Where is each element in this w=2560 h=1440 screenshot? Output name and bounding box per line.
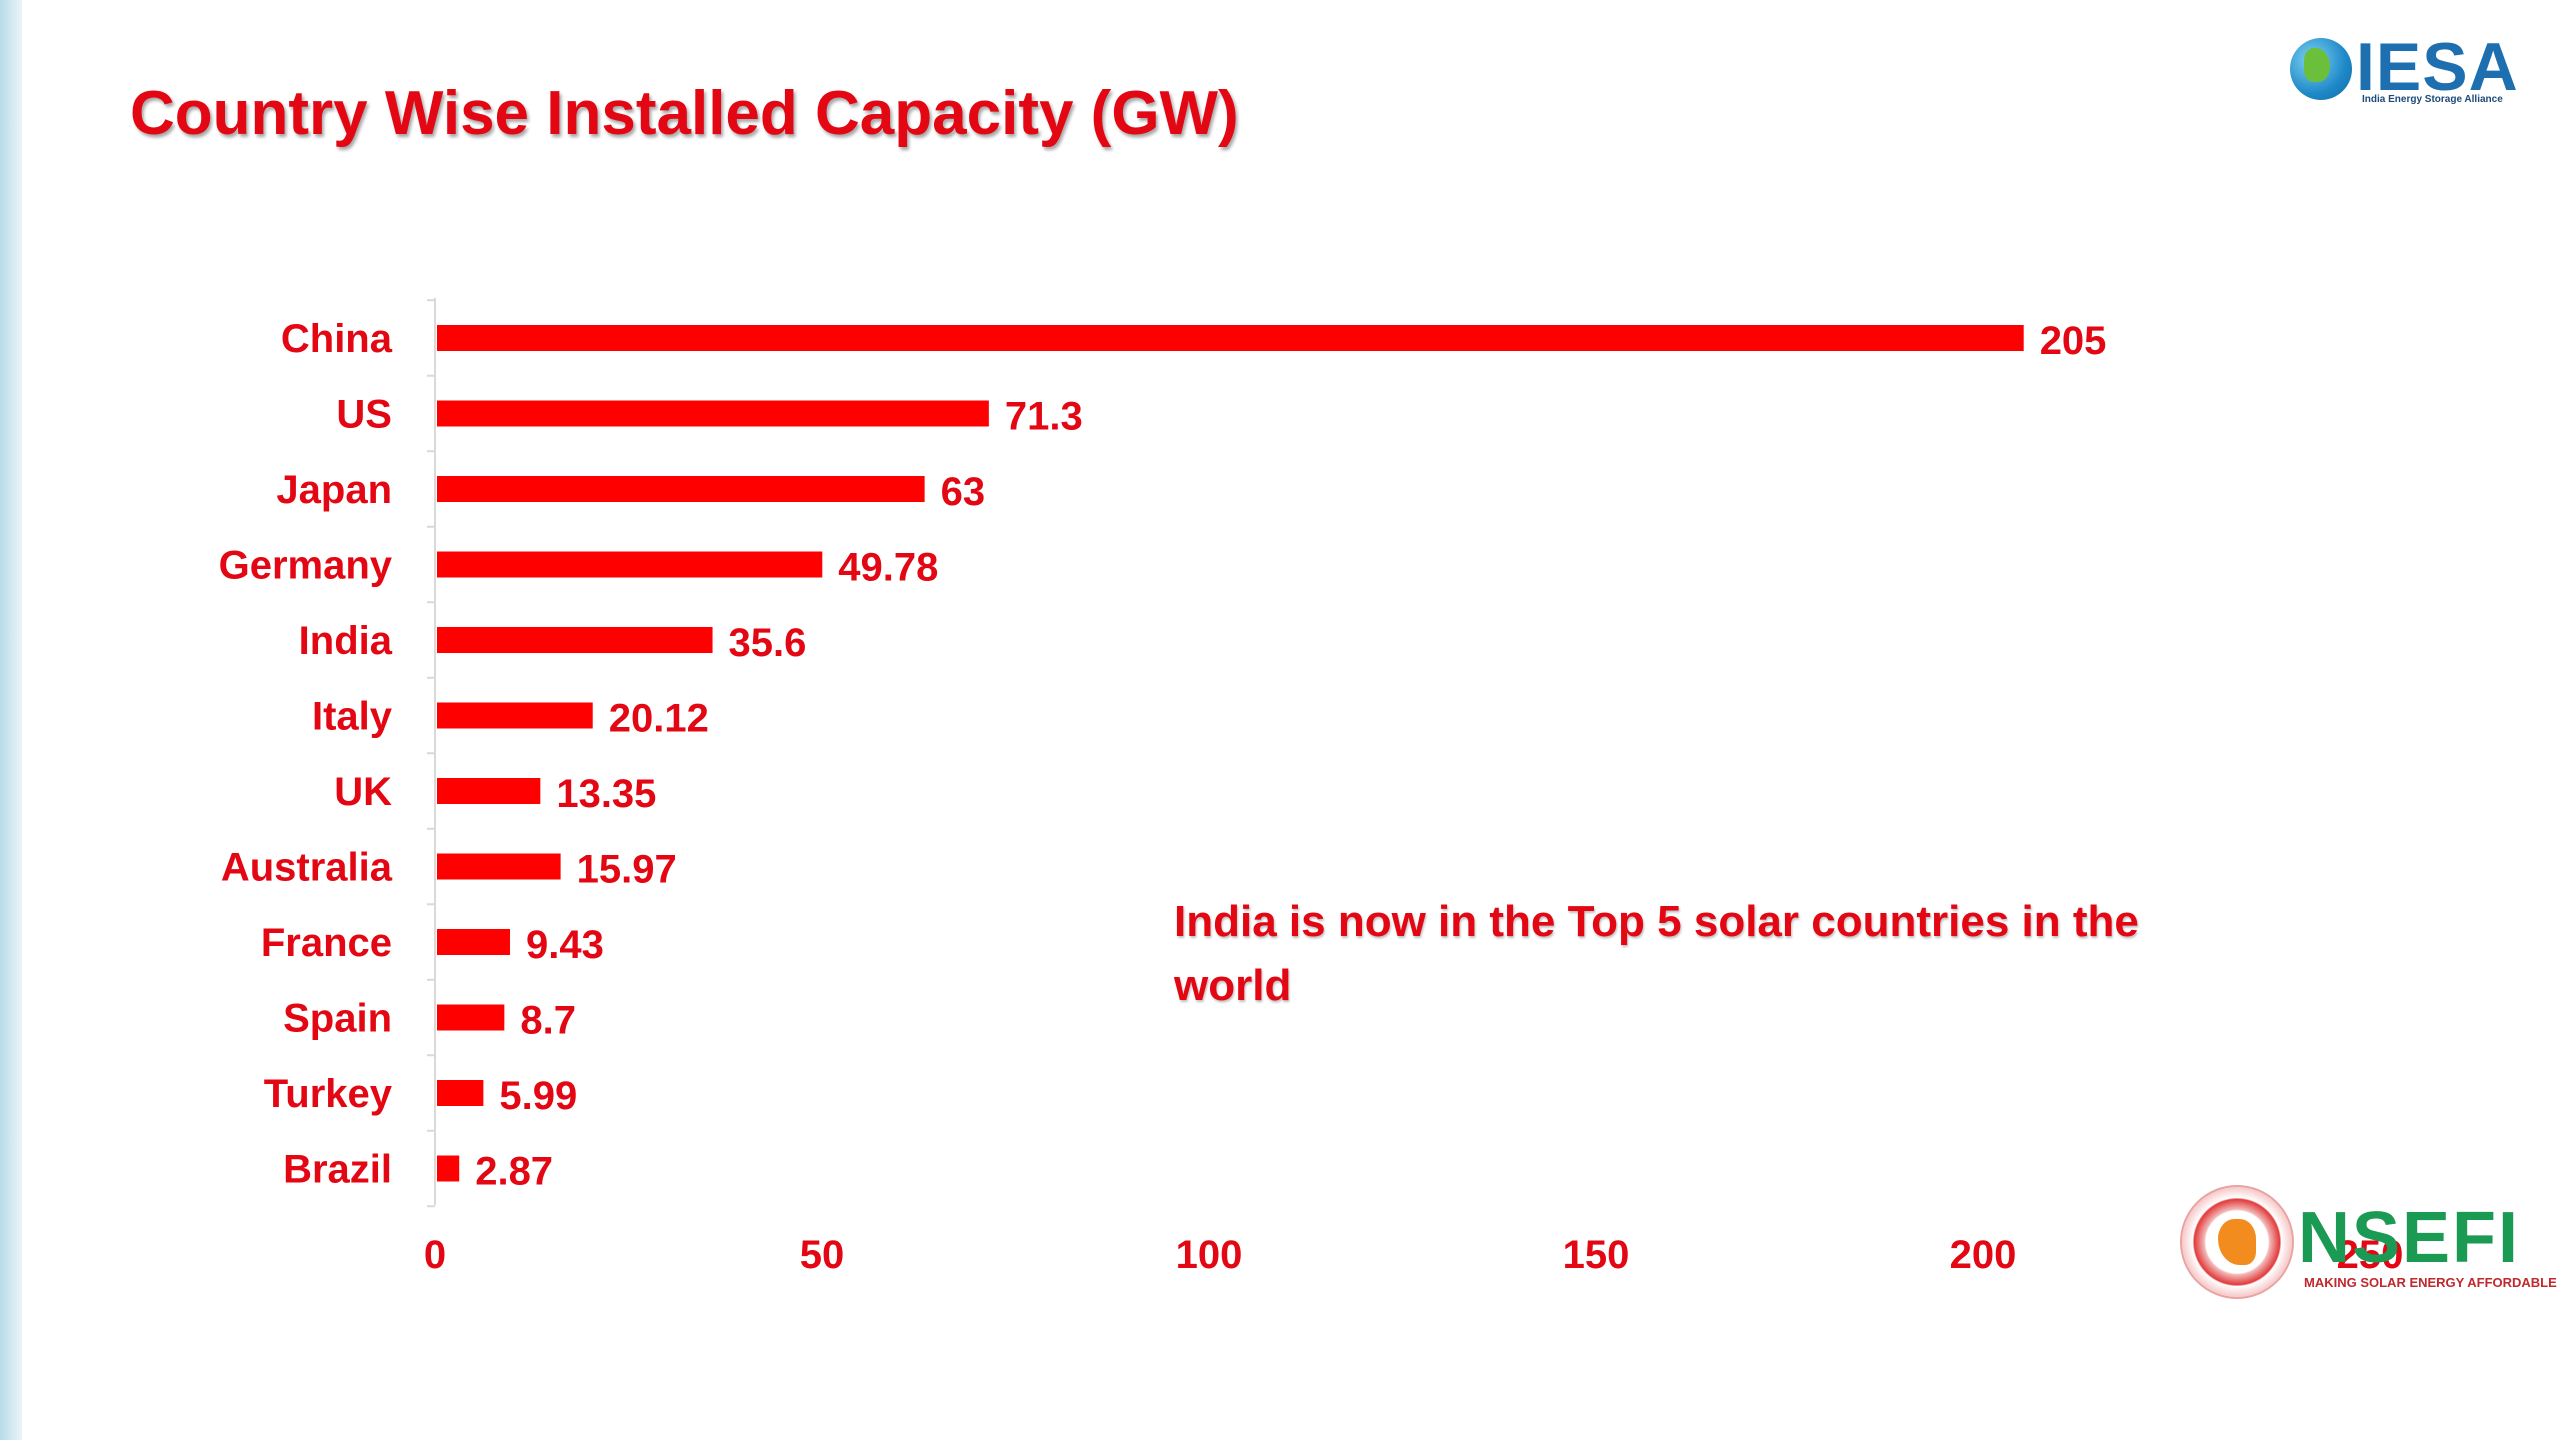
nsefi-seal-icon — [2180, 1185, 2294, 1299]
data-label: 15.97 — [577, 848, 677, 892]
data-label: 2.87 — [475, 1150, 553, 1194]
bar — [437, 853, 561, 880]
data-label: 8.7 — [520, 999, 576, 1043]
category-label: UK — [334, 770, 392, 814]
bar — [437, 929, 510, 955]
bar — [437, 627, 713, 653]
x-tick-label: 200 — [1950, 1233, 2017, 1277]
bar — [437, 476, 925, 502]
bar — [437, 1080, 484, 1106]
category-label: Brazil — [283, 1148, 392, 1192]
data-label: 71.3 — [1005, 395, 1083, 439]
data-label: 49.78 — [838, 546, 938, 590]
iesa-logo: IESA India Energy Storage Alliance — [2290, 29, 2540, 114]
slide-left-stripe — [0, 0, 22, 1440]
globe-icon — [2290, 38, 2352, 100]
iesa-logo-word: IESA — [2356, 29, 2519, 105]
slide-title: Country Wise Installed Capacity (GW) — [130, 79, 1239, 148]
x-tick-label: 250 — [2337, 1233, 2404, 1277]
data-label: 205 — [2040, 319, 2107, 363]
category-label: Japan — [276, 468, 392, 512]
data-label: 35.6 — [729, 621, 807, 665]
bar — [437, 400, 989, 427]
category-label: France — [261, 921, 392, 965]
category-label: India — [299, 619, 393, 663]
category-label: Australia — [221, 846, 393, 890]
x-tick-label: 50 — [800, 1233, 845, 1277]
data-label: 5.99 — [499, 1074, 577, 1118]
iesa-logo-tagline: India Energy Storage Alliance — [2362, 94, 2503, 105]
bar — [437, 778, 541, 804]
bar — [437, 702, 593, 729]
category-label: US — [336, 393, 392, 437]
bar — [437, 325, 2024, 351]
data-label: 13.35 — [556, 772, 656, 816]
nsefi-logo-tagline: MAKING SOLAR ENERGY AFFORDABLE — [2304, 1275, 2557, 1290]
category-label: Germany — [219, 544, 393, 588]
data-label: 20.12 — [609, 697, 709, 741]
x-tick-label: 100 — [1176, 1233, 1243, 1277]
x-tick-label: 0 — [424, 1233, 446, 1277]
nsefi-logo-word: NSEFI — [2298, 1198, 2521, 1278]
category-label: Italy — [312, 695, 393, 739]
data-label: 9.43 — [526, 923, 604, 967]
bar — [437, 1155, 460, 1182]
category-label: Spain — [283, 997, 392, 1041]
bar — [437, 1004, 505, 1031]
bar — [437, 551, 823, 578]
data-label: 63 — [941, 470, 986, 514]
nsefi-logo: NSEFI MAKING SOLAR ENERGY AFFORDABLE — [2180, 1185, 2557, 1305]
category-label: Turkey — [264, 1072, 393, 1116]
callout-text: India is now in the Top 5 solar countrie… — [1174, 897, 2139, 1010]
bar-chart: China 205 US 71.3 Japan 63 Germany 49.78 India 35… — [219, 298, 2404, 1277]
category-label: China — [281, 317, 393, 361]
x-tick-label: 150 — [1563, 1233, 1630, 1277]
